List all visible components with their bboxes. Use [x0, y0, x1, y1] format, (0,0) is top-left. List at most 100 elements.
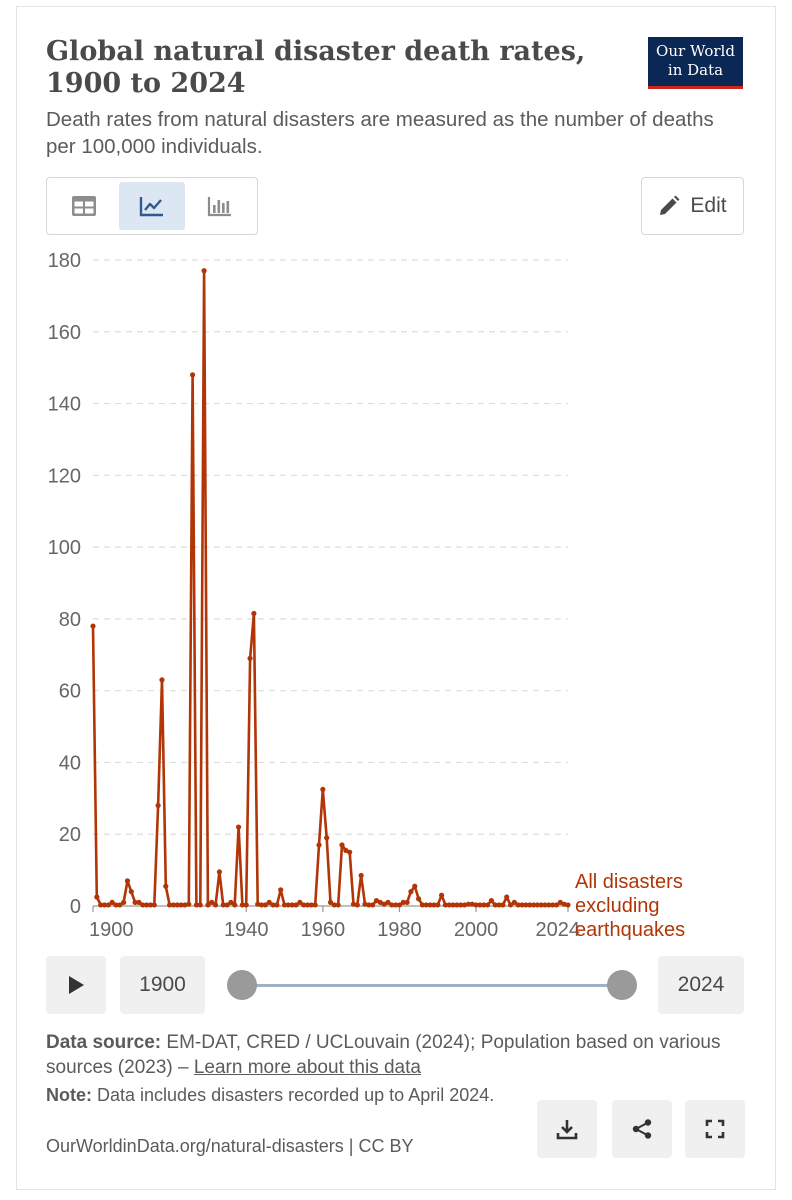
timeline-start-handle[interactable] — [227, 970, 257, 1000]
x-tick-label: 1940 — [224, 919, 269, 941]
owid-logo[interactable]: Our World in Data — [648, 37, 743, 89]
chart-subtitle: Death rates from natural disasters are m… — [46, 108, 714, 158]
source-text: EM-DAT, CRED / UCLouvain (2024); Populat… — [46, 1032, 721, 1078]
data-point — [270, 902, 276, 908]
data-point — [155, 802, 161, 809]
data-point — [186, 901, 192, 907]
share-button[interactable] — [612, 1100, 672, 1158]
data-point — [527, 902, 533, 908]
chart-note: Note: Data includes disasters recorded u… — [46, 1084, 516, 1106]
y-tick-label: 120 — [48, 465, 81, 487]
data-point — [408, 889, 414, 895]
data-point — [366, 902, 372, 908]
timeline-slider-track[interactable] — [242, 984, 622, 987]
fullscreen-icon — [705, 1119, 725, 1139]
share-icon — [632, 1119, 652, 1139]
play-icon — [69, 976, 84, 994]
data-point — [316, 842, 322, 848]
data-point — [262, 902, 268, 908]
download-button[interactable] — [537, 1100, 597, 1158]
data-point — [347, 849, 353, 855]
data-point — [519, 902, 525, 908]
data-point — [258, 902, 265, 908]
data-point — [442, 902, 449, 908]
note-text: Data includes disasters recorded up to A… — [97, 1085, 495, 1105]
line-chart-icon — [139, 197, 163, 217]
data-point — [389, 902, 395, 908]
data-point — [324, 835, 330, 841]
data-point — [124, 878, 131, 884]
data-point — [477, 902, 483, 908]
edit-label: Edit — [690, 194, 727, 217]
fullscreen-button[interactable] — [685, 1100, 745, 1158]
data-point — [247, 655, 253, 661]
data-point — [121, 899, 127, 906]
data-point — [281, 902, 288, 908]
chart-title: Global natural disaster death rates, 190… — [46, 36, 586, 99]
data-point — [538, 902, 544, 908]
data-point — [542, 902, 548, 908]
data-point — [228, 899, 234, 906]
data-point — [530, 902, 537, 908]
y-tick-label: 0 — [70, 896, 81, 918]
data-point — [484, 902, 491, 908]
tab-table[interactable] — [51, 182, 117, 230]
data-point — [220, 902, 226, 908]
line-chart: 0 20 40 60 80 100 120 140 160 180 1900 1940 1960 198… — [48, 250, 685, 941]
source-url[interactable]: OurWorldinData.org/natural-disasters | C… — [46, 1136, 414, 1156]
timeline-start-year[interactable]: 1900 — [120, 956, 205, 1014]
download-icon — [556, 1120, 578, 1140]
data-point — [515, 902, 521, 908]
data-point — [546, 902, 552, 908]
data-point — [293, 902, 299, 908]
data-point — [450, 902, 456, 908]
play-button[interactable] — [46, 956, 106, 1014]
data-point — [163, 883, 169, 889]
data-point — [331, 902, 337, 908]
data-point — [167, 902, 173, 908]
data-point — [178, 902, 184, 908]
note-label: Note: — [46, 1085, 92, 1105]
data-point — [458, 902, 464, 908]
data-point — [113, 902, 119, 908]
x-tick-label: 1900 — [89, 919, 134, 941]
data-point — [312, 902, 318, 908]
data-point — [117, 902, 123, 908]
data-point — [385, 899, 391, 906]
series-line — [91, 269, 569, 907]
edit-button[interactable]: Edit — [641, 177, 744, 235]
data-point — [553, 902, 560, 908]
data-point — [412, 883, 418, 889]
data-point — [304, 902, 311, 908]
series — [90, 268, 571, 908]
learn-more-link[interactable]: Learn more about this data — [193, 1057, 421, 1078]
series-label-line: excluding — [575, 895, 660, 917]
data-point — [358, 872, 364, 879]
data-point — [232, 902, 238, 908]
series-label-line: All disasters — [575, 871, 683, 893]
timeline-end-handle[interactable] — [607, 970, 637, 1000]
data-point — [140, 902, 146, 908]
data-point — [205, 902, 211, 908]
data-point — [285, 902, 291, 908]
tab-line-chart[interactable] — [119, 182, 185, 230]
x-tick-label: 1960 — [301, 919, 346, 941]
data-point — [404, 899, 410, 906]
tab-bar-chart[interactable] — [187, 182, 253, 230]
x-tick-label: 1980 — [377, 919, 422, 941]
data-point — [251, 610, 257, 617]
data-point — [274, 902, 280, 908]
source-label: Data source: — [46, 1032, 162, 1053]
data-point — [354, 902, 360, 908]
chart-card — [16, 6, 776, 1190]
y-tick-label: 60 — [59, 681, 81, 703]
data-point — [243, 902, 249, 908]
data-point — [235, 824, 242, 830]
y-axis: 0 20 40 60 80 100 120 140 160 180 — [48, 250, 81, 918]
data-point — [496, 902, 502, 908]
data-point — [335, 902, 341, 908]
data-point — [98, 902, 104, 908]
data-point — [128, 889, 134, 895]
data-point — [327, 899, 334, 906]
timeline-end-year[interactable]: 2024 — [658, 956, 744, 1014]
